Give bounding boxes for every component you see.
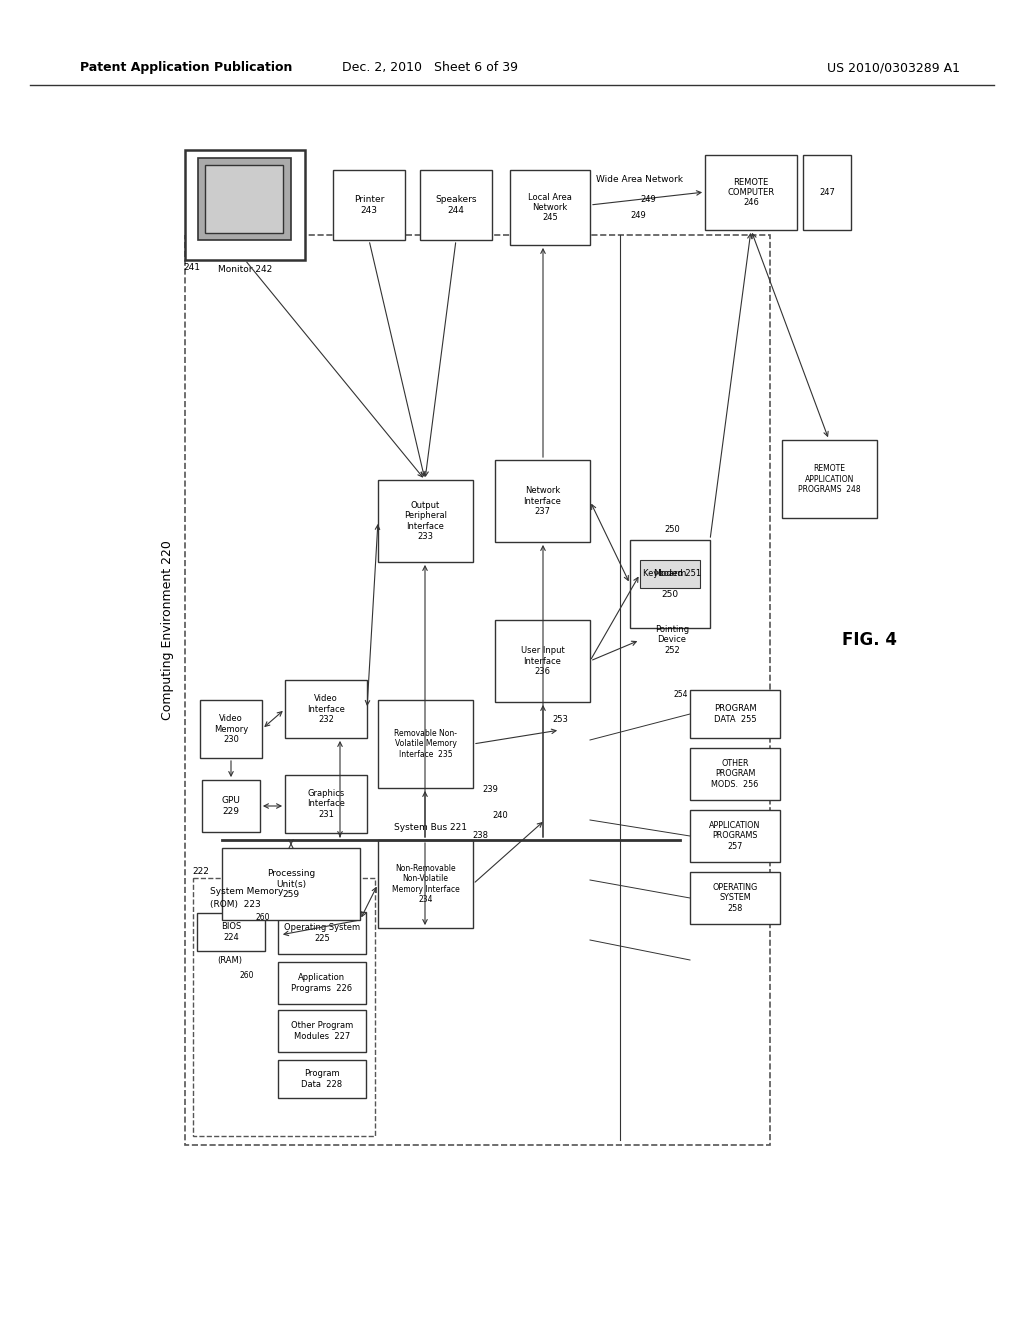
Text: Printer
243: Printer 243 [354,195,384,215]
Bar [510,170,590,246]
Bar [803,154,851,230]
Bar [690,690,780,738]
Text: 254: 254 [674,690,688,700]
Bar [278,1010,366,1052]
Text: BIOS
224: BIOS 224 [221,923,241,941]
Text: REMOTE
APPLICATION
PROGRAMS  248: REMOTE APPLICATION PROGRAMS 248 [798,465,861,494]
Text: User Input
Interface
236: User Input Interface 236 [520,645,564,676]
Text: 239: 239 [482,785,498,795]
Text: Video
Interface
232: Video Interface 232 [307,694,345,723]
Text: Local Area
Network
245: Local Area Network 245 [528,193,572,222]
Text: Graphics
Interface
231: Graphics Interface 231 [307,789,345,818]
Text: Non-Removable
Non-Volatile
Memory Interface
234: Non-Removable Non-Volatile Memory Interf… [391,863,460,904]
Text: US 2010/0303289 A1: US 2010/0303289 A1 [827,62,961,74]
Text: APPLICATION
PROGRAMS
257: APPLICATION PROGRAMS 257 [710,821,761,851]
Text: Pointing
Device
252: Pointing Device 252 [655,626,689,655]
Text: Monitor 242: Monitor 242 [218,265,272,275]
Text: (ROM)  223: (ROM) 223 [210,900,261,909]
Bar [378,840,473,928]
Text: Removable Non-
Volatile Memory
Interface  235: Removable Non- Volatile Memory Interface… [394,729,457,759]
Bar [285,680,367,738]
Bar [420,170,492,240]
Text: Dec. 2, 2010   Sheet 6 of 39: Dec. 2, 2010 Sheet 6 of 39 [342,62,518,74]
Bar [202,780,260,832]
Text: Speakers
244: Speakers 244 [435,195,477,215]
Text: GPU
229: GPU 229 [221,796,241,816]
Bar [278,912,366,954]
Bar [285,775,367,833]
Text: Modem

250: Modem 250 [653,569,687,599]
Bar [705,154,797,230]
Text: Wide Area Network: Wide Area Network [597,176,683,185]
Text: Computing Environment 220: Computing Environment 220 [162,540,174,719]
Bar [690,748,780,800]
Text: Patent Application Publication: Patent Application Publication [80,62,293,74]
Text: System Bus 221: System Bus 221 [393,822,467,832]
Text: (RAM): (RAM) [217,957,242,965]
Bar [333,170,406,240]
Bar [222,847,360,920]
Bar [630,540,710,628]
Text: 249: 249 [640,195,656,205]
Text: FIG. 4: FIG. 4 [843,631,897,649]
Text: Output
Peripheral
Interface
233: Output Peripheral Interface 233 [404,500,447,541]
Text: 241: 241 [183,264,200,272]
Text: Keyboard 251: Keyboard 251 [643,569,701,578]
Text: Processing
Unit(s)
259: Processing Unit(s) 259 [267,869,315,899]
Bar [193,878,375,1137]
Bar [782,440,877,517]
Text: 240: 240 [493,810,508,820]
Bar [495,459,590,543]
Bar [378,480,473,562]
Text: Network
Interface
237: Network Interface 237 [523,486,561,516]
Bar [185,150,305,260]
Text: 250: 250 [665,525,680,535]
Text: 222: 222 [193,867,209,876]
Text: OTHER
PROGRAM
MODS.  256: OTHER PROGRAM MODS. 256 [712,759,759,789]
Text: REMOTE
COMPUTER
246: REMOTE COMPUTER 246 [727,178,774,207]
Bar [690,810,780,862]
Bar [205,165,283,234]
Text: Program
Data  228: Program Data 228 [301,1069,343,1089]
Text: Application
Programs  226: Application Programs 226 [292,973,352,993]
Text: 249: 249 [630,210,646,219]
Text: PROGRAM
DATA  255: PROGRAM DATA 255 [714,705,757,723]
Bar [495,620,590,702]
Text: System Memory: System Memory [210,887,284,896]
Bar [278,962,366,1005]
Text: 260: 260 [240,970,255,979]
Text: 238: 238 [472,830,488,840]
Text: Other Program
Modules  227: Other Program Modules 227 [291,1022,353,1040]
Bar [197,913,265,950]
Text: OPERATING
SYSTEM
258: OPERATING SYSTEM 258 [713,883,758,913]
Text: 260: 260 [255,913,269,921]
Text: Video
Memory
230: Video Memory 230 [214,714,248,744]
Text: 253: 253 [552,715,568,725]
Bar [378,700,473,788]
Bar [200,700,262,758]
Bar [640,560,700,587]
Bar [278,1060,366,1098]
Bar [198,158,291,240]
Text: Operating System
225: Operating System 225 [284,923,360,942]
Text: 247: 247 [819,187,835,197]
Bar [690,873,780,924]
Bar [185,235,770,1144]
